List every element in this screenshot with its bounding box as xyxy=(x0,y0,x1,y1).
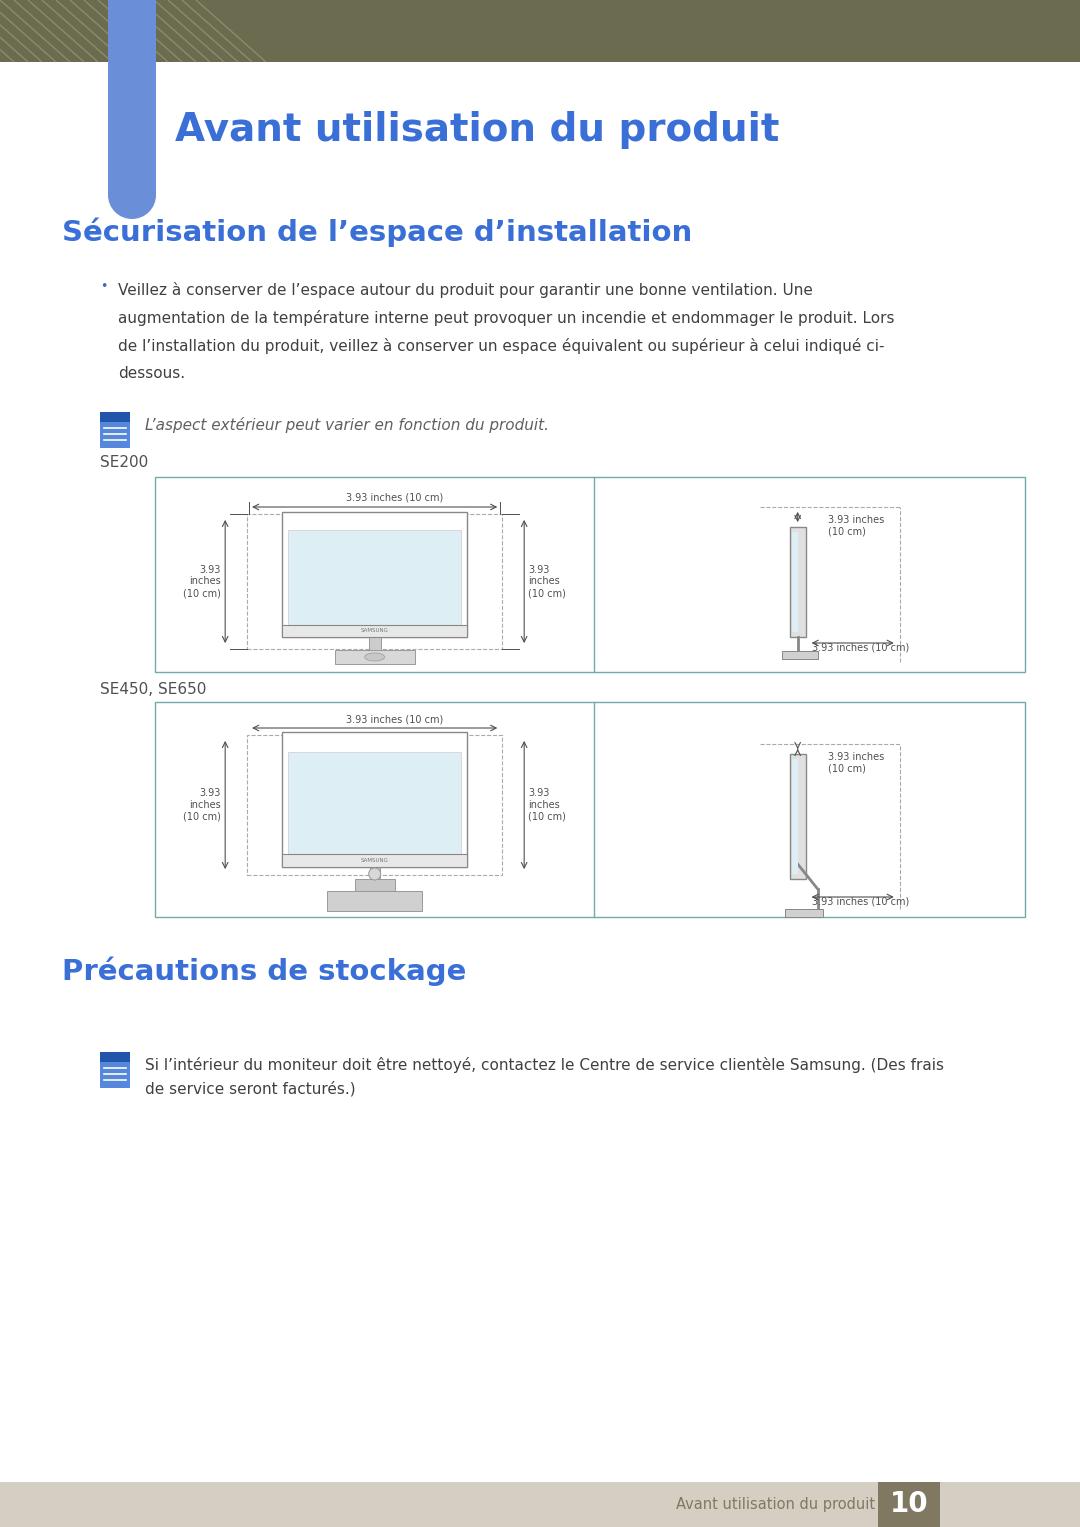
Text: 3.93 inches
(10 cm): 3.93 inches (10 cm) xyxy=(827,751,883,774)
Text: augmentation de la température interne peut provoquer un incendie et endommager : augmentation de la température interne p… xyxy=(118,310,894,325)
Bar xyxy=(789,527,806,637)
Bar xyxy=(100,412,130,421)
Bar xyxy=(156,476,1025,672)
Text: 3.93 inches (10 cm): 3.93 inches (10 cm) xyxy=(346,715,443,724)
Bar xyxy=(282,731,468,867)
Circle shape xyxy=(108,171,156,218)
Text: SE200: SE200 xyxy=(100,455,148,470)
Text: Sécurisation de l’espace d’installation: Sécurisation de l’espace d’installation xyxy=(62,217,692,247)
Bar xyxy=(100,412,130,447)
Bar xyxy=(288,530,461,631)
Bar xyxy=(369,867,380,902)
Text: 3.93 inches (10 cm): 3.93 inches (10 cm) xyxy=(346,493,443,502)
Text: SAMSUNG: SAMSUNG xyxy=(361,629,389,634)
Text: 3.93 inches (10 cm): 3.93 inches (10 cm) xyxy=(812,641,909,652)
Bar xyxy=(156,702,1025,918)
Bar xyxy=(789,754,806,880)
Text: L’aspect extérieur peut varier en fonction du produit.: L’aspect extérieur peut varier en foncti… xyxy=(145,417,549,434)
Bar xyxy=(247,734,502,875)
Bar xyxy=(100,1052,130,1061)
Text: Avant utilisation du produit: Avant utilisation du produit xyxy=(676,1496,875,1512)
Text: Veillez à conserver de l’espace autour du produit pour garantir une bonne ventil: Veillez à conserver de l’espace autour d… xyxy=(118,282,813,298)
Text: Précautions de stockage: Précautions de stockage xyxy=(62,957,467,986)
Bar xyxy=(878,1483,940,1527)
Text: 3.93 inches (10 cm): 3.93 inches (10 cm) xyxy=(812,896,909,906)
Bar xyxy=(785,909,823,918)
Text: 3.93
inches
(10 cm): 3.93 inches (10 cm) xyxy=(528,565,566,599)
Text: •: • xyxy=(100,279,107,293)
Bar xyxy=(0,0,1080,63)
Bar xyxy=(354,880,394,890)
Bar xyxy=(782,651,818,660)
Text: 3.93
inches
(10 cm): 3.93 inches (10 cm) xyxy=(184,788,221,822)
Bar xyxy=(282,854,468,867)
Ellipse shape xyxy=(365,654,384,661)
Text: SAMSUNG: SAMSUNG xyxy=(361,858,389,863)
Bar xyxy=(0,1483,1080,1527)
Bar xyxy=(108,0,156,195)
Bar xyxy=(792,531,798,632)
Text: de l’installation du produit, veillez à conserver un espace équivalent ou supéri: de l’installation du produit, veillez à … xyxy=(118,337,885,354)
Text: Avant utilisation du produit: Avant utilisation du produit xyxy=(175,111,780,150)
Text: dessous.: dessous. xyxy=(118,366,185,382)
Text: 10: 10 xyxy=(890,1490,929,1518)
Bar xyxy=(247,515,502,649)
Circle shape xyxy=(368,867,380,880)
Text: 3.93
inches
(10 cm): 3.93 inches (10 cm) xyxy=(528,788,566,822)
Text: Si l’intérieur du moniteur doit être nettoyé, contactez le Centre de service cli: Si l’intérieur du moniteur doit être net… xyxy=(145,1057,944,1073)
Bar xyxy=(282,512,468,637)
Bar xyxy=(288,751,461,861)
Text: 3.93
inches
(10 cm): 3.93 inches (10 cm) xyxy=(184,565,221,599)
Bar xyxy=(792,759,798,873)
Bar xyxy=(368,637,380,660)
Bar xyxy=(335,651,415,664)
Bar xyxy=(327,890,422,912)
Text: SE450, SE650: SE450, SE650 xyxy=(100,683,206,696)
Bar xyxy=(100,1052,130,1089)
Bar xyxy=(282,625,468,637)
Text: 3.93 inches
(10 cm): 3.93 inches (10 cm) xyxy=(827,515,883,536)
Text: de service seront facturés.): de service seront facturés.) xyxy=(145,1081,355,1096)
